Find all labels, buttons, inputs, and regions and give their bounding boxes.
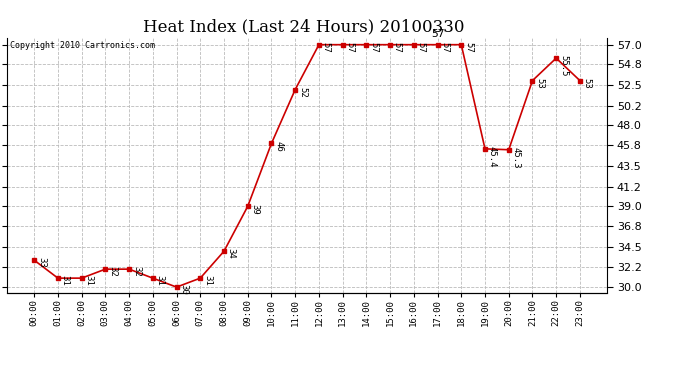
Text: 31: 31 <box>61 275 70 286</box>
Text: 53: 53 <box>535 78 544 88</box>
Text: 30: 30 <box>179 284 188 295</box>
Text: 32: 32 <box>132 266 141 277</box>
Text: Copyright 2010 Cartronics.com: Copyright 2010 Cartronics.com <box>10 41 155 50</box>
Text: 53: 53 <box>582 78 592 88</box>
Text: 39: 39 <box>250 204 259 214</box>
Text: 34: 34 <box>227 248 236 259</box>
Text: 33: 33 <box>37 257 46 268</box>
Text: 57: 57 <box>440 42 449 52</box>
Text: Heat Index (Last 24 Hours) 20100330: Heat Index (Last 24 Hours) 20100330 <box>143 19 464 36</box>
Text: 57: 57 <box>431 29 444 39</box>
Text: 45.3: 45.3 <box>511 147 520 168</box>
Text: 57: 57 <box>464 42 473 52</box>
Text: 31: 31 <box>156 275 165 286</box>
Text: 55.5: 55.5 <box>559 56 568 77</box>
Text: 31: 31 <box>203 275 212 286</box>
Text: 32: 32 <box>108 266 117 277</box>
Text: 46: 46 <box>274 141 283 152</box>
Text: 45.4: 45.4 <box>488 146 497 168</box>
Text: 57: 57 <box>346 42 355 52</box>
Text: 57: 57 <box>393 42 402 52</box>
Text: 57: 57 <box>369 42 378 52</box>
Text: 57: 57 <box>322 42 331 52</box>
Text: 57: 57 <box>417 42 426 52</box>
Text: 31: 31 <box>84 275 93 286</box>
Text: 52: 52 <box>298 87 307 98</box>
